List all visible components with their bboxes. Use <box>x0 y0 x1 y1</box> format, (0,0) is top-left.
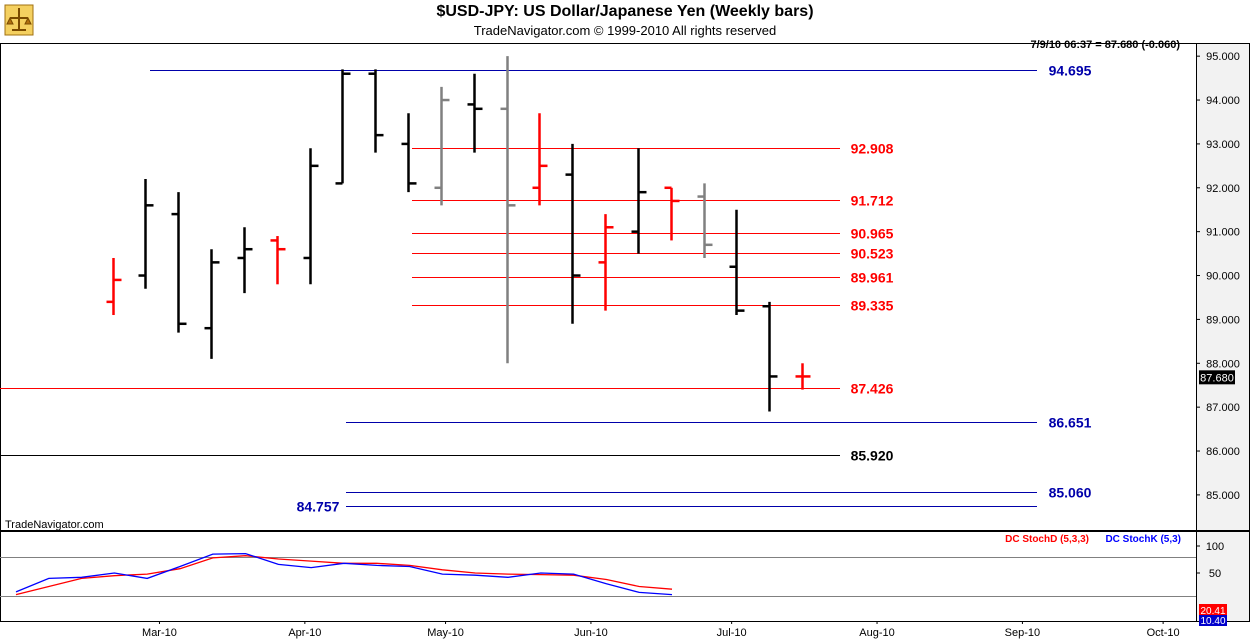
price-tick-label: 89.000 <box>1206 314 1240 326</box>
ohlc-bars <box>106 56 811 412</box>
price-tick-label: 85.000 <box>1206 490 1240 502</box>
level-label: 94.695 <box>1049 63 1092 79</box>
level-label: 84.757 <box>297 499 340 515</box>
level-label: 87.426 <box>851 381 894 397</box>
stochd-value-label: 20.41 <box>1200 606 1225 617</box>
price-tick-label: 93.000 <box>1206 139 1240 151</box>
watermark-label: TradeNavigator.com <box>5 519 104 531</box>
price-tick-label: 88.000 <box>1206 358 1240 370</box>
level-label: 85.060 <box>1049 485 1092 501</box>
date-tick-label: Apr-10 <box>288 627 321 639</box>
date-tick-label: Sep-10 <box>1005 627 1040 639</box>
price-chart: 95.000 94.000 93.000 92.000 91.000 90.000 89.0… <box>0 40 1250 643</box>
last-price-badge <box>1199 370 1235 385</box>
date-tick-label: Oct-10 <box>1147 627 1180 639</box>
stochd-value-badge <box>1199 604 1227 616</box>
price-tick-label: 91.000 <box>1206 227 1240 239</box>
price-axis: 95.000 94.000 93.000 92.000 91.000 90.000 89.0… <box>1196 51 1240 502</box>
osc-tick-label: 100 <box>1206 541 1224 553</box>
legend-stochd: DC StochD (5,3,3) <box>1005 534 1089 545</box>
osc-tick-label: 50 <box>1209 568 1221 580</box>
date-tick-label: May-10 <box>427 627 464 639</box>
legend-stochk: DC StochK (5,3) <box>1105 534 1181 545</box>
level-label: 86.651 <box>1049 415 1092 431</box>
date-tick-label: Jul-10 <box>717 627 747 639</box>
chart-title: $USD-JPY: US Dollar/Japanese Yen (Weekly… <box>436 3 814 20</box>
date-tick-label: Aug-10 <box>859 627 894 639</box>
support-resistance-levels <box>0 70 1037 507</box>
level-label: 90.523 <box>851 246 894 262</box>
date-axis: Mar-10 Apr-10 May-10 Jun-10 Jul-10 Aug-10 Sep-… <box>142 621 1180 639</box>
price-tick-label: 95.000 <box>1206 51 1240 63</box>
last-price-label: 87.680 <box>1200 372 1234 384</box>
level-label: 90.965 <box>851 226 894 242</box>
status-readout: 7/9/10 06:37 = 87.680 (-0.060) <box>1030 40 1180 51</box>
price-tick-label: 92.000 <box>1206 183 1240 195</box>
price-tick-label: 86.000 <box>1206 446 1240 458</box>
axis-background <box>1196 43 1250 621</box>
date-tick-label: Mar-10 <box>142 627 177 639</box>
price-tick-label: 94.000 <box>1206 95 1240 107</box>
stochk-value-label: 10.40 <box>1200 616 1225 627</box>
level-label: 85.920 <box>851 448 894 464</box>
level-label: 89.961 <box>851 270 894 286</box>
price-tick-label: 87.000 <box>1206 402 1240 414</box>
stoch-series <box>15 552 673 596</box>
price-tick-label: 90.000 <box>1206 271 1240 283</box>
date-tick-label: Jun-10 <box>574 627 608 639</box>
level-label: 91.712 <box>851 193 894 209</box>
level-label: 92.908 <box>851 141 894 157</box>
stochk-value-badge <box>1199 615 1227 626</box>
chart-header: $USD-JPY: US Dollar/Japanese Yen (Weekly… <box>0 0 1250 40</box>
chart-subtitle: TradeNavigator.com © 1999-2010 All right… <box>473 23 777 38</box>
level-label: 89.335 <box>851 298 894 314</box>
trade-navigator-logo-icon <box>4 4 34 36</box>
